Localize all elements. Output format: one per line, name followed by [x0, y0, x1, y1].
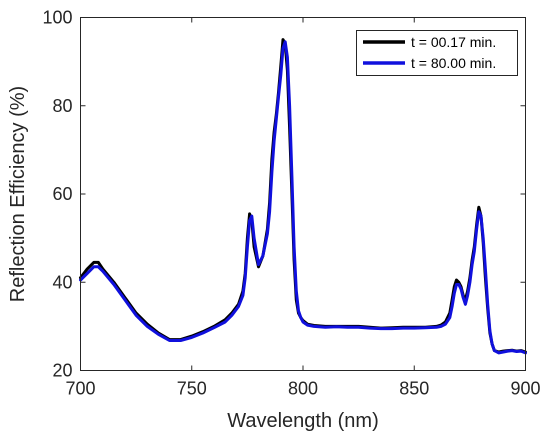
- y-tick-label: 60: [52, 184, 72, 204]
- legend: t = 00.17 min. t = 80.00 min.: [356, 30, 518, 76]
- x-axis-label: Wavelength (nm): [227, 410, 379, 432]
- y-tick-label: 40: [52, 272, 72, 292]
- y-tick-label: 20: [52, 361, 72, 381]
- x-tick-label: 700: [65, 379, 95, 399]
- series-line-2: [79, 40, 527, 355]
- legend-label-series-2: t = 80.00 min.: [411, 55, 496, 71]
- x-tick-label: 900: [510, 379, 540, 399]
- x-tick-label: 750: [177, 379, 207, 399]
- tick-layer: 700 750 800 850 900 20 40 60 80 100: [42, 8, 540, 399]
- legend-box: [356, 30, 518, 76]
- y-tick-label: 80: [52, 96, 72, 116]
- y-axis-label: Reflection Efficiency (%): [7, 86, 29, 302]
- x-tick-label: 800: [288, 379, 318, 399]
- legend-label-series-1: t = 00.17 min.: [411, 34, 496, 50]
- series-layer: [79, 38, 527, 355]
- y-tick-label: 100: [42, 8, 72, 28]
- x-tick-label: 850: [399, 379, 429, 399]
